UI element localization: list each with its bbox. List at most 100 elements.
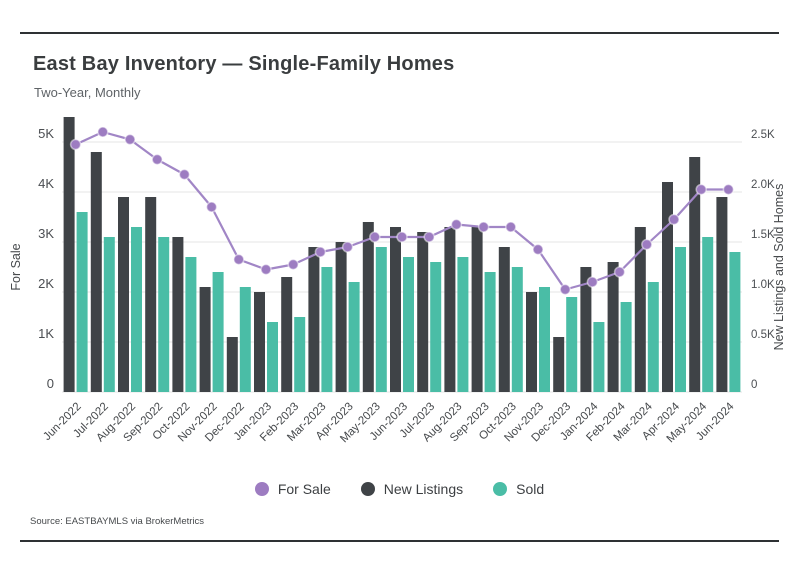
bar (729, 252, 741, 392)
for-sale-point (287, 258, 299, 271)
bar (417, 232, 429, 392)
bar (90, 152, 102, 392)
bar (593, 322, 605, 392)
bar (403, 257, 414, 392)
for-sale-point (124, 133, 136, 146)
page-subtitle: Two-Year, Monthly (34, 85, 141, 100)
for-sale-point (423, 231, 435, 243)
bar (76, 212, 88, 392)
bars-new-listings (63, 117, 728, 392)
for-sale-point (233, 253, 245, 266)
legend-label-for-sale: For Sale (277, 481, 331, 497)
legend-label-new-listings: New Listings (383, 481, 464, 497)
bar (390, 227, 401, 392)
for-sale-point (613, 266, 626, 278)
bar (321, 267, 333, 392)
for-sale-point (450, 218, 463, 231)
legend-label-sold: Sold (516, 481, 545, 497)
bar (212, 272, 224, 392)
bar (662, 182, 673, 392)
bar (172, 237, 184, 392)
bar (634, 227, 646, 392)
for-sale-point (532, 243, 544, 256)
bar (484, 272, 496, 392)
bar (444, 227, 456, 392)
left-axis-tick: 4K (38, 176, 54, 191)
for-sale-point (559, 283, 571, 296)
for-sale-point (151, 153, 163, 166)
right-axis-title: New Listings and Sold Homes (772, 184, 786, 351)
bar (716, 197, 728, 392)
left-axis-tick: 2K (38, 276, 54, 291)
bar (539, 287, 550, 392)
chart-legend: For Sale New Listings Sold (0, 481, 799, 497)
sold-legend-dot-icon (493, 482, 508, 496)
left-axis-tick: 5K (38, 126, 54, 141)
bar (131, 227, 142, 392)
bar (457, 257, 469, 392)
for-sale-point (69, 138, 82, 151)
bar (103, 237, 115, 392)
bar (158, 237, 170, 392)
left-axis-tick: 0 (47, 376, 54, 391)
for-sale-point (586, 276, 599, 288)
legend-item-new-listings: New Listings (360, 481, 464, 497)
bar (498, 247, 510, 392)
for-sale-point (314, 246, 327, 258)
for-sale-point (396, 231, 408, 243)
bar (526, 292, 537, 392)
left-axis-tick: 1K (38, 326, 54, 341)
left-axis-title: For Sale (9, 243, 23, 290)
bar (566, 297, 578, 392)
bar (118, 197, 129, 392)
bar (689, 157, 701, 392)
left-axis-tick: 3K (38, 226, 54, 241)
right-axis-tick: 1.0K (751, 279, 775, 291)
right-axis-tick: 2.5K (751, 129, 775, 141)
bar (281, 277, 293, 392)
bar (580, 267, 592, 392)
bar (294, 317, 306, 392)
bar (267, 322, 278, 392)
bar (335, 242, 347, 392)
right-axis-tick: 1.5K (751, 229, 775, 241)
bar (511, 267, 523, 392)
bar (348, 282, 360, 392)
bar (702, 237, 714, 392)
bar (675, 247, 686, 392)
for-sale-point (477, 221, 490, 233)
for-sale-point (641, 238, 653, 251)
for-sale-point (668, 213, 680, 226)
bar (145, 197, 157, 392)
for-sale-point (205, 201, 218, 213)
for-sale-point (178, 168, 191, 181)
page-title: East Bay Inventory — Single-Family Homes (33, 53, 455, 75)
bars-sold (76, 212, 741, 392)
for-sale-point (369, 231, 381, 243)
legend-item-sold: Sold (493, 481, 544, 497)
right-axis-tick: 2.0K (751, 179, 775, 191)
source-note: Source: EASTBAYMLS via BrokerMetrics (30, 516, 205, 527)
bar (226, 337, 238, 392)
legend-item-for-sale: For Sale (254, 481, 331, 497)
for-sale-point (722, 183, 735, 196)
bar (375, 247, 387, 392)
bottom-rule (20, 540, 779, 542)
for-sale-point (341, 241, 354, 253)
bar (553, 337, 565, 392)
for-sale-point (505, 221, 517, 233)
top-rule (20, 32, 779, 34)
bar (647, 282, 659, 392)
right-axis-tick: 0 (751, 379, 757, 391)
new-listings-legend-dot-icon (360, 482, 375, 496)
bar (199, 287, 211, 392)
bar (239, 287, 251, 392)
bar (471, 227, 483, 392)
bar (430, 262, 442, 392)
for-sale-point (695, 183, 707, 196)
bar (63, 117, 75, 392)
for-sale-point (97, 126, 109, 138)
for-sale-point (260, 263, 272, 276)
